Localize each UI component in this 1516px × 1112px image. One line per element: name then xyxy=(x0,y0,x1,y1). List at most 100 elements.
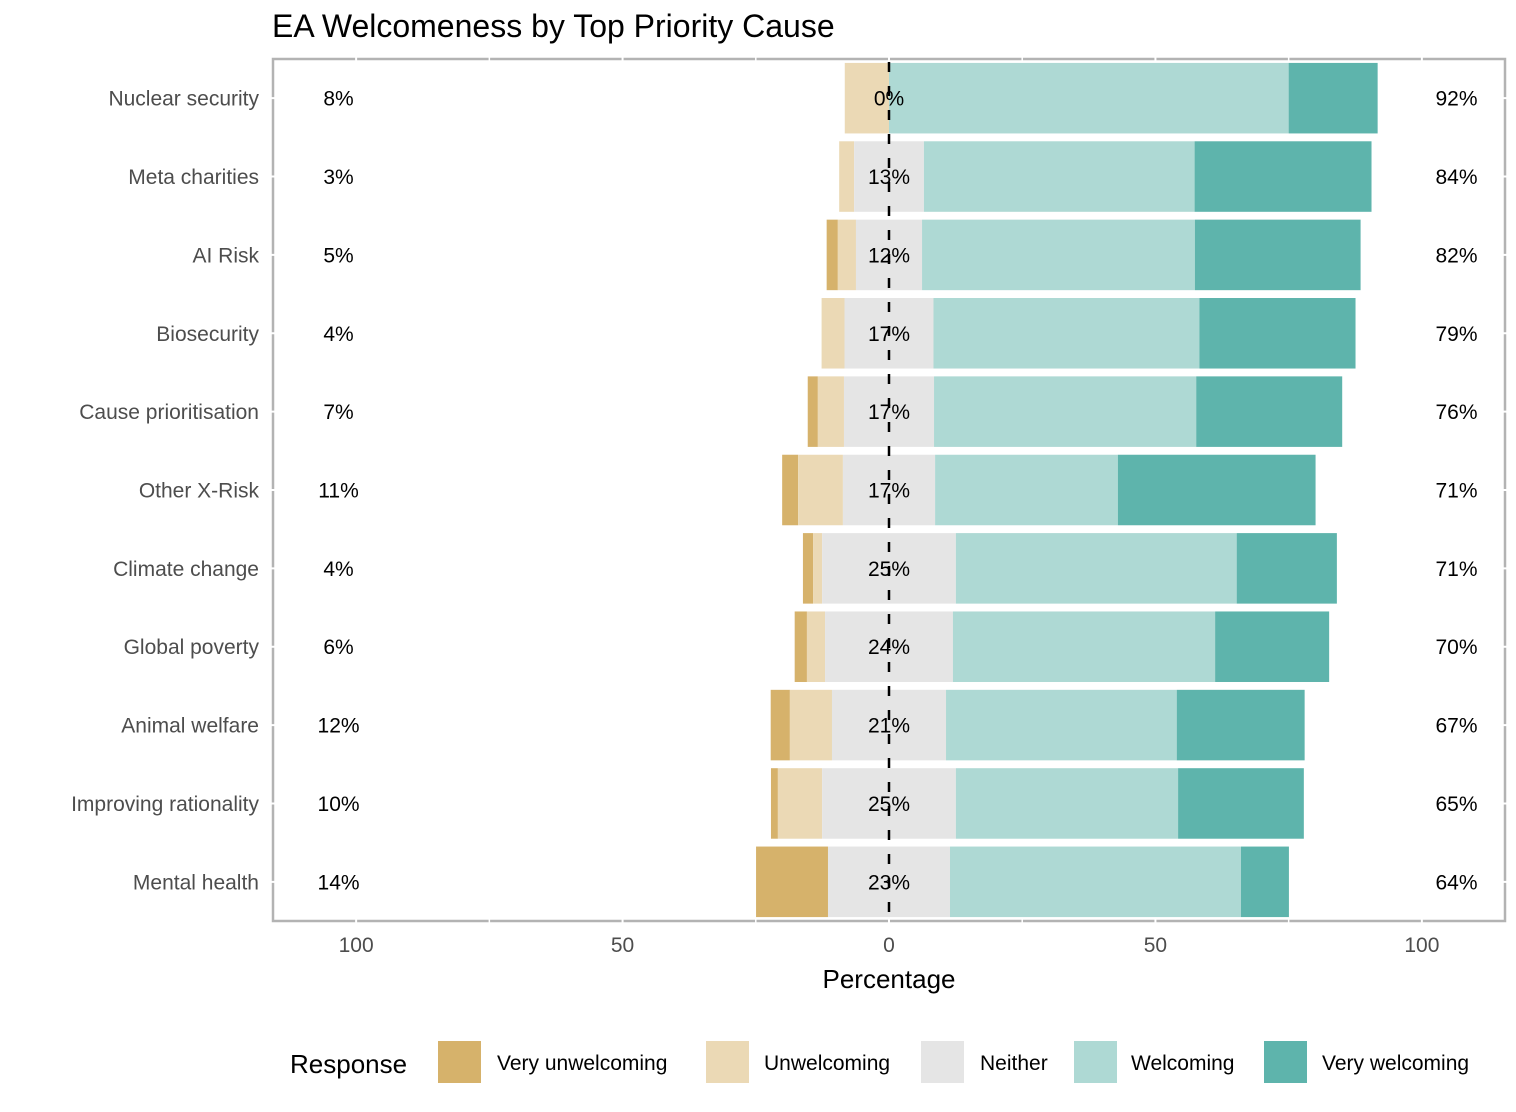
right-percent-label: 67% xyxy=(1435,715,1477,738)
left-percent-label: 5% xyxy=(323,244,353,267)
bar-neither xyxy=(822,768,956,839)
legend-label-welcoming: Welcoming xyxy=(1131,1052,1234,1075)
center-percent-label: 12% xyxy=(868,244,910,267)
bar-very-welcoming xyxy=(1199,298,1356,369)
y-tick-label: AI Risk xyxy=(192,244,259,267)
center-percent-label: 0% xyxy=(874,88,904,111)
bar-unwelcoming xyxy=(813,533,823,604)
legend-title: Response xyxy=(290,1049,407,1079)
legend-key-very-welcoming xyxy=(1264,1041,1307,1083)
x-tick-label: 100 xyxy=(339,934,374,957)
bars xyxy=(756,62,1378,918)
left-percent-label: 4% xyxy=(323,323,353,346)
left-percent-label: 6% xyxy=(323,636,353,659)
center-percent-label: 21% xyxy=(868,715,910,738)
bar-unwelcoming xyxy=(777,768,823,839)
bar-very-welcoming xyxy=(1176,689,1305,761)
right-percent-label: 64% xyxy=(1435,871,1477,894)
right-percent-label: 79% xyxy=(1435,323,1477,346)
y-tick-label: Mental health xyxy=(133,871,259,894)
legend-label-very-welcoming: Very welcoming xyxy=(1322,1052,1469,1075)
right-percent-label: 92% xyxy=(1435,88,1477,111)
right-percent-label: 71% xyxy=(1435,480,1477,503)
bar-very-welcoming xyxy=(1178,768,1304,839)
legend-label-unwelcoming: Unwelcoming xyxy=(764,1052,890,1075)
bar-very-welcoming xyxy=(1196,376,1343,447)
left-percent-label: 12% xyxy=(318,715,360,738)
legend-key-unwelcoming xyxy=(706,1041,749,1083)
bar-unwelcoming xyxy=(806,611,826,682)
x-axis-labels: 100 50 0 50 100 xyxy=(339,934,1440,957)
bar-very-welcoming xyxy=(1194,141,1372,212)
bar-very-welcoming xyxy=(1236,533,1337,604)
percent-labels: 8% 0% 92% 3% 13% 84% 5% 12% 82% 4% 17% 79% 7% 17% 76% 1… xyxy=(318,88,1478,895)
bar-neither xyxy=(831,689,947,761)
bar-neither xyxy=(843,376,935,447)
bar-welcoming xyxy=(955,768,1179,839)
right-percent-label: 76% xyxy=(1435,401,1477,424)
bar-unwelcoming xyxy=(844,62,889,134)
center-percent-label: 25% xyxy=(868,558,910,581)
right-percent-label: 84% xyxy=(1435,166,1477,189)
bar-unwelcoming xyxy=(821,298,845,369)
y-tick-label: Biosecurity xyxy=(156,323,259,346)
bar-very-welcoming xyxy=(1288,62,1378,134)
bar-very-welcoming xyxy=(1117,454,1316,526)
bar-very-unwelcoming xyxy=(802,533,814,604)
legend: Response Very unwelcoming Unwelcoming Neit… xyxy=(290,1041,1469,1083)
y-tick-label: Climate change xyxy=(113,558,259,581)
right-percent-label: 70% xyxy=(1435,636,1477,659)
x-tick-label: 50 xyxy=(1144,934,1167,957)
legend-key-neither xyxy=(921,1041,964,1083)
bar-welcoming xyxy=(922,219,1195,291)
bar-very-unwelcoming xyxy=(770,768,778,839)
bar-unwelcoming xyxy=(789,689,832,761)
y-tick-label: Cause prioritisation xyxy=(79,401,259,424)
bar-very-welcoming xyxy=(1215,611,1330,682)
chart-title: EA Welcomeness by Top Priority Cause xyxy=(272,8,835,44)
y-tick-label: Meta charities xyxy=(128,166,259,189)
legend-label-very-unwelcoming: Very unwelcoming xyxy=(497,1052,667,1075)
left-percent-label: 4% xyxy=(323,558,353,581)
y-tick-label: Other X-Risk xyxy=(139,480,260,503)
left-percent-label: 11% xyxy=(318,480,358,503)
right-percent-label: 82% xyxy=(1435,244,1477,267)
x-axis-title: Percentage xyxy=(823,964,956,994)
bar-neither xyxy=(854,141,924,212)
bar-neither xyxy=(842,454,936,526)
bar-welcoming xyxy=(889,62,1289,134)
center-percent-label: 24% xyxy=(868,636,910,659)
legend-key-welcoming xyxy=(1074,1041,1117,1083)
bar-very-welcoming xyxy=(1194,219,1361,291)
bar-very-unwelcoming xyxy=(756,846,828,918)
center-percent-label: 17% xyxy=(868,401,910,424)
bar-welcoming xyxy=(934,376,1197,447)
y-tick-label: Global poverty xyxy=(124,636,260,659)
right-percent-label: 71% xyxy=(1435,558,1477,581)
left-percent-label: 8% xyxy=(323,88,353,111)
left-percent-label: 3% xyxy=(323,166,353,189)
bar-unwelcoming xyxy=(839,141,855,212)
bar-welcoming xyxy=(946,689,1177,761)
bar-welcoming xyxy=(955,533,1237,604)
bar-welcoming xyxy=(952,611,1216,682)
center-percent-label: 25% xyxy=(868,793,910,816)
bar-unwelcoming xyxy=(798,454,843,526)
bar-unwelcoming xyxy=(837,219,856,291)
x-tick-label: 100 xyxy=(1404,934,1439,957)
bar-very-unwelcoming xyxy=(807,376,818,447)
center-percent-label: 23% xyxy=(868,871,910,894)
left-percent-label: 10% xyxy=(318,793,360,816)
x-tick-label: 0 xyxy=(883,934,895,957)
x-tick-label: 50 xyxy=(611,934,634,957)
y-tick-label: Nuclear security xyxy=(108,88,259,111)
center-percent-label: 17% xyxy=(868,323,910,346)
bar-unwelcoming xyxy=(817,376,844,447)
center-percent-label: 17% xyxy=(868,480,910,503)
bar-welcoming xyxy=(923,141,1195,212)
bar-very-unwelcoming xyxy=(794,611,807,682)
bar-welcoming xyxy=(935,454,1118,526)
bar-very-unwelcoming xyxy=(782,454,799,526)
y-axis-labels: Nuclear security Meta charities AI Risk Bio… xyxy=(71,88,259,895)
